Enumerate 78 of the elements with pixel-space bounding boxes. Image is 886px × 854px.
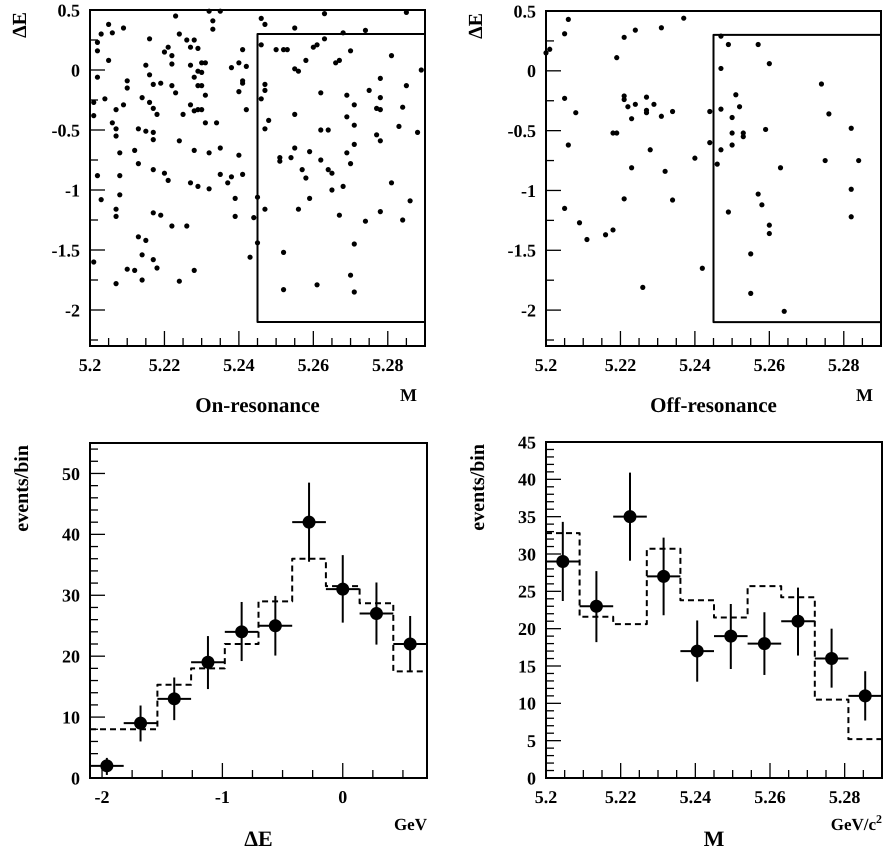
y-tick-label: 5 (527, 730, 536, 751)
y-axis-title: ΔE (465, 13, 487, 39)
text: On-resonance (195, 393, 320, 417)
y-tick-label: 40 (62, 524, 80, 545)
x-tick-label: 5.24 (680, 787, 712, 807)
point (758, 637, 771, 650)
y-tick-label: -0.5 (52, 120, 80, 140)
y-tick-label: -2 (521, 300, 536, 320)
x-tick-label: 5.22 (148, 355, 180, 375)
x-tick-label: 5.28 (828, 787, 860, 807)
x-tick-label: 5.24 (223, 355, 255, 375)
x-tick-label: 5.26 (754, 355, 786, 375)
x-tick-label: 5.26 (298, 355, 330, 375)
point (792, 614, 804, 628)
text: Off-resonance (650, 393, 777, 417)
y-tick-label: 0 (71, 768, 80, 788)
x-tick-label: 5.24 (679, 355, 711, 375)
x-tick-label: 5.2 (78, 355, 102, 375)
y-tick-label: 35 (518, 506, 536, 527)
point (404, 638, 417, 650)
y-tick-label: 20 (518, 618, 536, 639)
x-tick-label: 0 (338, 787, 348, 807)
y-axis-title: events/bin (11, 445, 33, 532)
point (690, 644, 704, 658)
y-tick-label: 45 (518, 432, 536, 452)
y-axis-title: events/bin (467, 444, 489, 531)
y-tick-label: 20 (62, 646, 80, 666)
y-tick-label: -1 (521, 180, 536, 201)
y-tick-label: 25 (518, 582, 536, 602)
point (302, 516, 316, 529)
point (825, 652, 838, 666)
point (268, 619, 282, 632)
y-tick-label: 0.5 (514, 1, 536, 22)
x-tick-label: 5.2 (534, 355, 558, 375)
x-axis-title: M (400, 385, 417, 405)
x-axis-title: ΔE (244, 826, 273, 851)
y-tick-label: -0.5 (508, 120, 536, 141)
x-tick-label: 5.22 (604, 787, 636, 807)
y-tick-label: -1.5 (508, 240, 536, 261)
point (858, 689, 872, 702)
point (168, 692, 181, 706)
point (134, 716, 148, 730)
x-axis-title: M (856, 385, 873, 405)
y-tick-label: 40 (518, 470, 536, 490)
point (724, 630, 738, 643)
point (100, 759, 114, 772)
point (235, 625, 248, 638)
y-tick-label: 0 (527, 61, 536, 82)
y-axis-title: ΔE (9, 12, 31, 38)
point (336, 582, 350, 596)
point (370, 607, 383, 620)
x-axis-title: M (704, 826, 725, 851)
x-tick-label: 5.28 (828, 355, 860, 375)
y-tick-label: 10 (518, 694, 536, 714)
point (657, 570, 670, 583)
text: GeV/c$^{2}$ (830, 812, 882, 834)
x-tick-label: 5.22 (604, 355, 636, 375)
x-tick-label: 5.26 (754, 787, 786, 807)
x-tick-label: 5.2 (534, 787, 558, 807)
y-tick-label: 0 (527, 768, 536, 788)
y-tick-label: -2 (65, 300, 80, 320)
y-tick-label: 10 (62, 707, 80, 728)
y-tick-label: 30 (518, 544, 536, 564)
y-tick-label: -1 (65, 180, 80, 200)
y-tick-label: 0 (71, 60, 80, 80)
y-tick-label: 30 (62, 586, 80, 606)
y-tick-label: 50 (62, 464, 80, 484)
point (201, 656, 214, 669)
y-tick-label: -1.5 (52, 240, 80, 260)
x-tick-label: -2 (94, 787, 110, 807)
point (556, 554, 570, 568)
y-tick-label: 0.5 (58, 0, 80, 20)
point (624, 510, 636, 524)
point (590, 600, 603, 613)
text: GeV (394, 815, 428, 834)
x-tick-label: 5.28 (372, 355, 404, 375)
y-tick-label: 15 (518, 656, 536, 676)
x-tick-label: -1 (214, 787, 230, 807)
